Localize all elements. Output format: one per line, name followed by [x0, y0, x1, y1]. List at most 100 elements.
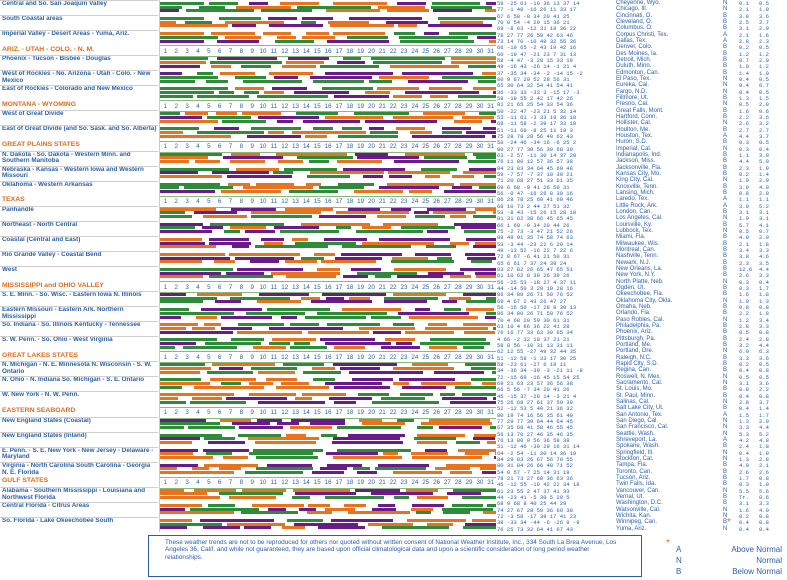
day-number: 21: [378, 479, 386, 487]
trend-segment: [307, 174, 350, 178]
trend-code: B: [723, 304, 728, 310]
city-row: 67 35 68 41 58 46 55 45 San Francisco, Ca…: [497, 424, 787, 432]
trend-segment: [290, 323, 319, 327]
city-name: Detroit, Mich.: [616, 57, 652, 63]
trend-segment: [160, 2, 204, 5]
trend-segment: [160, 119, 218, 123]
precip-value: 0.3: [739, 278, 749, 286]
precip-normal: 4.4: [759, 424, 769, 432]
trend-segment: [460, 268, 496, 271]
trend-segment: [160, 323, 198, 327]
city-temps: 86 34 80 26 71 50 76 52: [497, 310, 573, 318]
city-name: Vancouver, Can.: [616, 487, 660, 494]
trend-segment: [183, 345, 237, 349]
day-number: 20: [368, 283, 375, 291]
trend-segment: [185, 20, 212, 24]
day-number: 2: [174, 353, 178, 361]
precip-normal: 0.5: [759, 373, 769, 381]
trend-segment: [388, 171, 450, 175]
trend-segment: [268, 507, 286, 511]
trend-code: N: [723, 525, 728, 532]
day-number: 14: [302, 283, 310, 291]
precip-normal: 0.8: [759, 304, 769, 311]
city-row: 37 -35 34 -34 -2 -14 15 -2 Edmonton, Can.…: [497, 70, 787, 77]
precip-value: 0.2: [739, 44, 749, 52]
city-temps: 68 10 73 2 44 27 51 32: [497, 202, 570, 210]
trend-segment: [217, 57, 277, 61]
trend-segment: [160, 167, 229, 171]
trend-segment: [160, 237, 202, 241]
trend-segment: [238, 433, 281, 437]
trend-segment: [325, 496, 384, 500]
trend-segment: [203, 526, 240, 530]
day-number: 30: [476, 143, 484, 151]
trend-segment: [197, 94, 249, 98]
day-number: 23: [400, 479, 408, 487]
day-number: 6: [217, 198, 222, 206]
trend-segment: [242, 112, 281, 116]
trend-segment: [383, 452, 398, 456]
precip-normal: 1.8: [759, 443, 769, 451]
trend-segment: [430, 338, 486, 342]
city-row: 66 -19 65 -2 43 19 42 16 Denver, Colo. B 0.…: [497, 44, 787, 52]
trend-segment: [425, 448, 447, 452]
trend-segment: [160, 186, 179, 190]
trend-segment: [160, 293, 186, 297]
trend-segment: [341, 252, 402, 256]
day-number: 31: [487, 409, 495, 417]
city-temps: 58 -19 55 2 42 17 42 26: [497, 95, 573, 102]
day-number: 15: [313, 102, 321, 110]
trend-segment: [343, 167, 405, 171]
city-temps: 50 -24 46 -34 16 -6 25 2: [497, 139, 577, 147]
trend-segment: [405, 330, 454, 334]
trend-segment: [460, 182, 496, 186]
trend-segment: [478, 79, 496, 83]
precip-value: 1.5: [739, 411, 749, 419]
trend-segment: [332, 440, 403, 444]
city-row: 68 9 68 8 40 25 44 29 Washington, D.C. B 3.…: [497, 500, 787, 507]
trend-segment: [392, 256, 428, 260]
city-temps: 76 16 77 33 63 39 65 34: [497, 329, 573, 337]
city-temps: 86 28 78 25 60 41 69 46: [497, 196, 573, 204]
trend-segment: [160, 345, 175, 349]
city-name: Phoenix, Ariz.: [616, 329, 653, 336]
trend-segment: [160, 271, 221, 275]
precip-value: 2.8: [739, 399, 749, 406]
trend-segment: [160, 5, 182, 9]
column-asterisk: *: [727, 517, 731, 528]
day-number: 5: [207, 102, 211, 110]
trend-segment: [387, 182, 454, 186]
precip-value: 0.4: [739, 405, 749, 413]
trend-code: N: [723, 278, 728, 285]
city-name: Omaha, Neb.: [616, 304, 652, 310]
day-number-header: 1 2 3 4 5 6 7 8 9 10 11 12 13 14 15 16 17 18 19 20 21 22 23 24 2…: [160, 45, 496, 58]
day-number: 18: [346, 479, 354, 487]
city-name: Springfield, Ill.: [616, 449, 654, 456]
city-row: 72 -15 69 -16 45 15 54 25 Roswell, N. Mex…: [497, 373, 787, 381]
trend-code: B: [723, 481, 728, 488]
city-name: Little Rock, Ark.: [616, 202, 658, 209]
trend-segment: [477, 35, 496, 39]
trend-segment: [362, 241, 434, 245]
trend-segment: [393, 94, 422, 98]
trend-segment: [466, 300, 496, 304]
trend-segment: [185, 112, 208, 116]
trend-segment: [342, 245, 411, 249]
trend-code: B: [723, 291, 728, 298]
city-row: 51 -11 60 -8 25 11 19 3 Houlton, Me. B 2.7 2…: [497, 127, 787, 134]
trend-segment: [312, 367, 335, 371]
trend-segment: [347, 35, 388, 39]
trend-segment: [226, 271, 264, 275]
day-number: 27: [443, 409, 451, 417]
day-number: 24: [411, 283, 419, 291]
city-row: 76 25 73 32 64 41 67 43 Yuma, Ariz. N 0.4 0.…: [497, 525, 787, 533]
trend-segment: [301, 256, 324, 260]
city-name: Laredo, Tex.: [616, 196, 649, 203]
day-number: 23: [400, 283, 408, 291]
precip-normal: 2.9: [759, 177, 769, 185]
day-number: 11: [270, 102, 278, 110]
city-row: 58 -19 55 2 42 17 42 26 Fillmore, Ut. B 1.3…: [497, 95, 787, 102]
precip-value: 4.2: [739, 437, 749, 444]
city-name: Lansing, Mich.: [616, 190, 655, 196]
trend-segment: [475, 271, 496, 275]
